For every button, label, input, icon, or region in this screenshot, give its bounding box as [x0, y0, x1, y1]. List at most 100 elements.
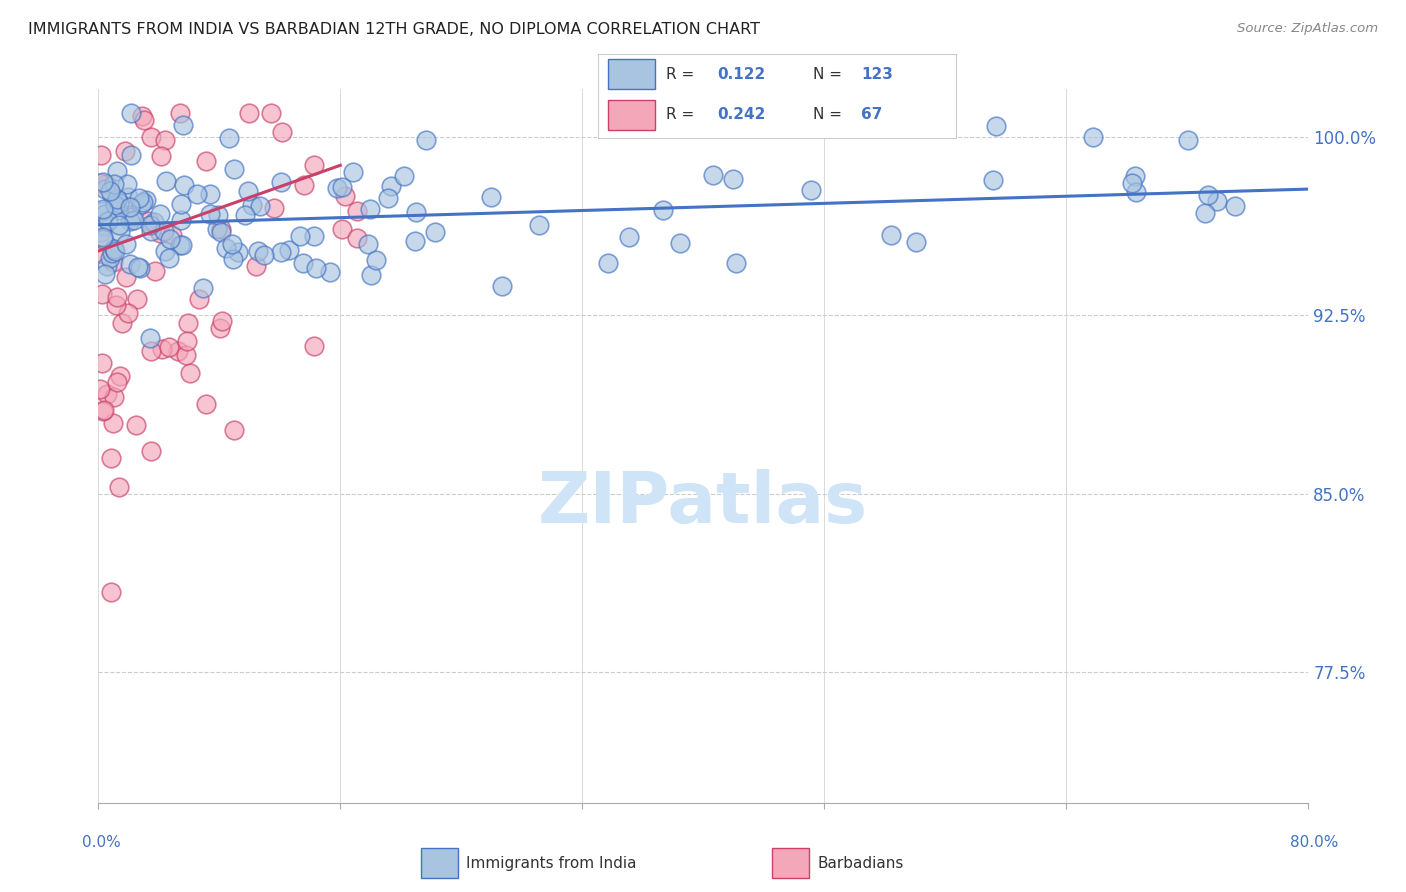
Point: [153, 244, 176, 259]
Text: R =: R =: [665, 67, 695, 82]
Point: [245, 260, 267, 274]
Point: [292, 178, 315, 192]
Point: [93, 402, 115, 417]
Point: [117, 306, 139, 320]
Point: [107, 196, 129, 211]
Point: [357, 237, 380, 252]
Point: [222, 161, 245, 176]
Text: 80.0%: 80.0%: [1291, 836, 1339, 850]
Point: [209, 222, 232, 236]
Point: [114, 145, 136, 159]
Point: [139, 343, 162, 358]
Point: [125, 417, 148, 432]
Text: ZIPatlas: ZIPatlas: [538, 468, 868, 538]
Point: [205, 221, 228, 235]
Text: 67: 67: [860, 107, 883, 122]
Text: IMMIGRANTS FROM INDIA VS BARBADIAN 12TH GRADE, NO DIPLOMA CORRELATION CHART: IMMIGRANTS FROM INDIA VS BARBADIAN 12TH …: [28, 22, 761, 37]
Point: [491, 279, 513, 293]
Point: [188, 292, 211, 306]
Point: [333, 188, 356, 202]
Point: [169, 238, 191, 252]
Point: [127, 260, 149, 275]
Point: [253, 248, 276, 262]
Point: [131, 109, 153, 123]
Point: [107, 203, 129, 218]
Point: [96, 259, 118, 273]
Point: [105, 290, 128, 304]
Point: [170, 196, 193, 211]
Point: [135, 193, 157, 207]
Point: [194, 153, 217, 168]
Point: [1194, 206, 1216, 220]
Point: [186, 186, 208, 201]
Point: [91, 232, 114, 246]
Point: [129, 197, 152, 211]
Point: [142, 215, 165, 229]
Point: [218, 131, 240, 145]
Point: [238, 106, 260, 120]
Point: [101, 245, 124, 260]
Point: [139, 224, 162, 238]
Point: [270, 245, 292, 260]
Point: [138, 218, 160, 232]
Point: [346, 231, 368, 245]
Point: [132, 112, 155, 127]
Point: [1177, 133, 1199, 147]
Point: [221, 252, 243, 266]
Point: [114, 237, 136, 252]
Point: [91, 403, 114, 417]
Point: [149, 207, 172, 221]
Point: [91, 356, 114, 370]
Point: [139, 331, 162, 345]
Point: [157, 252, 180, 266]
Point: [162, 227, 184, 242]
Point: [118, 257, 141, 271]
Point: [198, 207, 221, 221]
Point: [377, 191, 399, 205]
Point: [120, 148, 142, 162]
Point: [652, 202, 675, 217]
Point: [101, 188, 124, 202]
Point: [702, 168, 724, 182]
Point: [93, 219, 115, 234]
Point: [103, 390, 125, 404]
Point: [260, 106, 283, 120]
Point: [318, 265, 340, 279]
Point: [139, 443, 162, 458]
Point: [105, 298, 128, 312]
Point: [1223, 199, 1246, 213]
Point: [277, 243, 299, 257]
Point: [91, 286, 114, 301]
Text: N =: N =: [813, 67, 842, 82]
Point: [143, 264, 166, 278]
Point: [170, 238, 193, 252]
Point: [380, 179, 402, 194]
Point: [198, 186, 221, 201]
Text: 0.242: 0.242: [717, 107, 766, 122]
Point: [346, 203, 368, 218]
Point: [481, 190, 503, 204]
Point: [110, 316, 132, 330]
Text: 0.122: 0.122: [717, 67, 766, 82]
Point: [291, 256, 314, 270]
Point: [1125, 186, 1147, 200]
Bar: [420, 848, 458, 878]
Point: [100, 585, 122, 599]
Point: [359, 202, 381, 217]
Bar: [609, 100, 655, 130]
Point: [132, 195, 155, 210]
Point: [94, 177, 117, 191]
Point: [89, 176, 111, 190]
Point: [330, 180, 353, 194]
Point: [721, 172, 744, 186]
Point: [169, 106, 191, 120]
Point: [150, 342, 173, 356]
Point: [91, 204, 114, 219]
Point: [98, 184, 121, 198]
Point: [176, 334, 198, 348]
Point: [155, 174, 177, 188]
Point: [153, 133, 176, 147]
Point: [195, 397, 218, 411]
Point: [527, 218, 550, 232]
Point: [880, 228, 903, 243]
